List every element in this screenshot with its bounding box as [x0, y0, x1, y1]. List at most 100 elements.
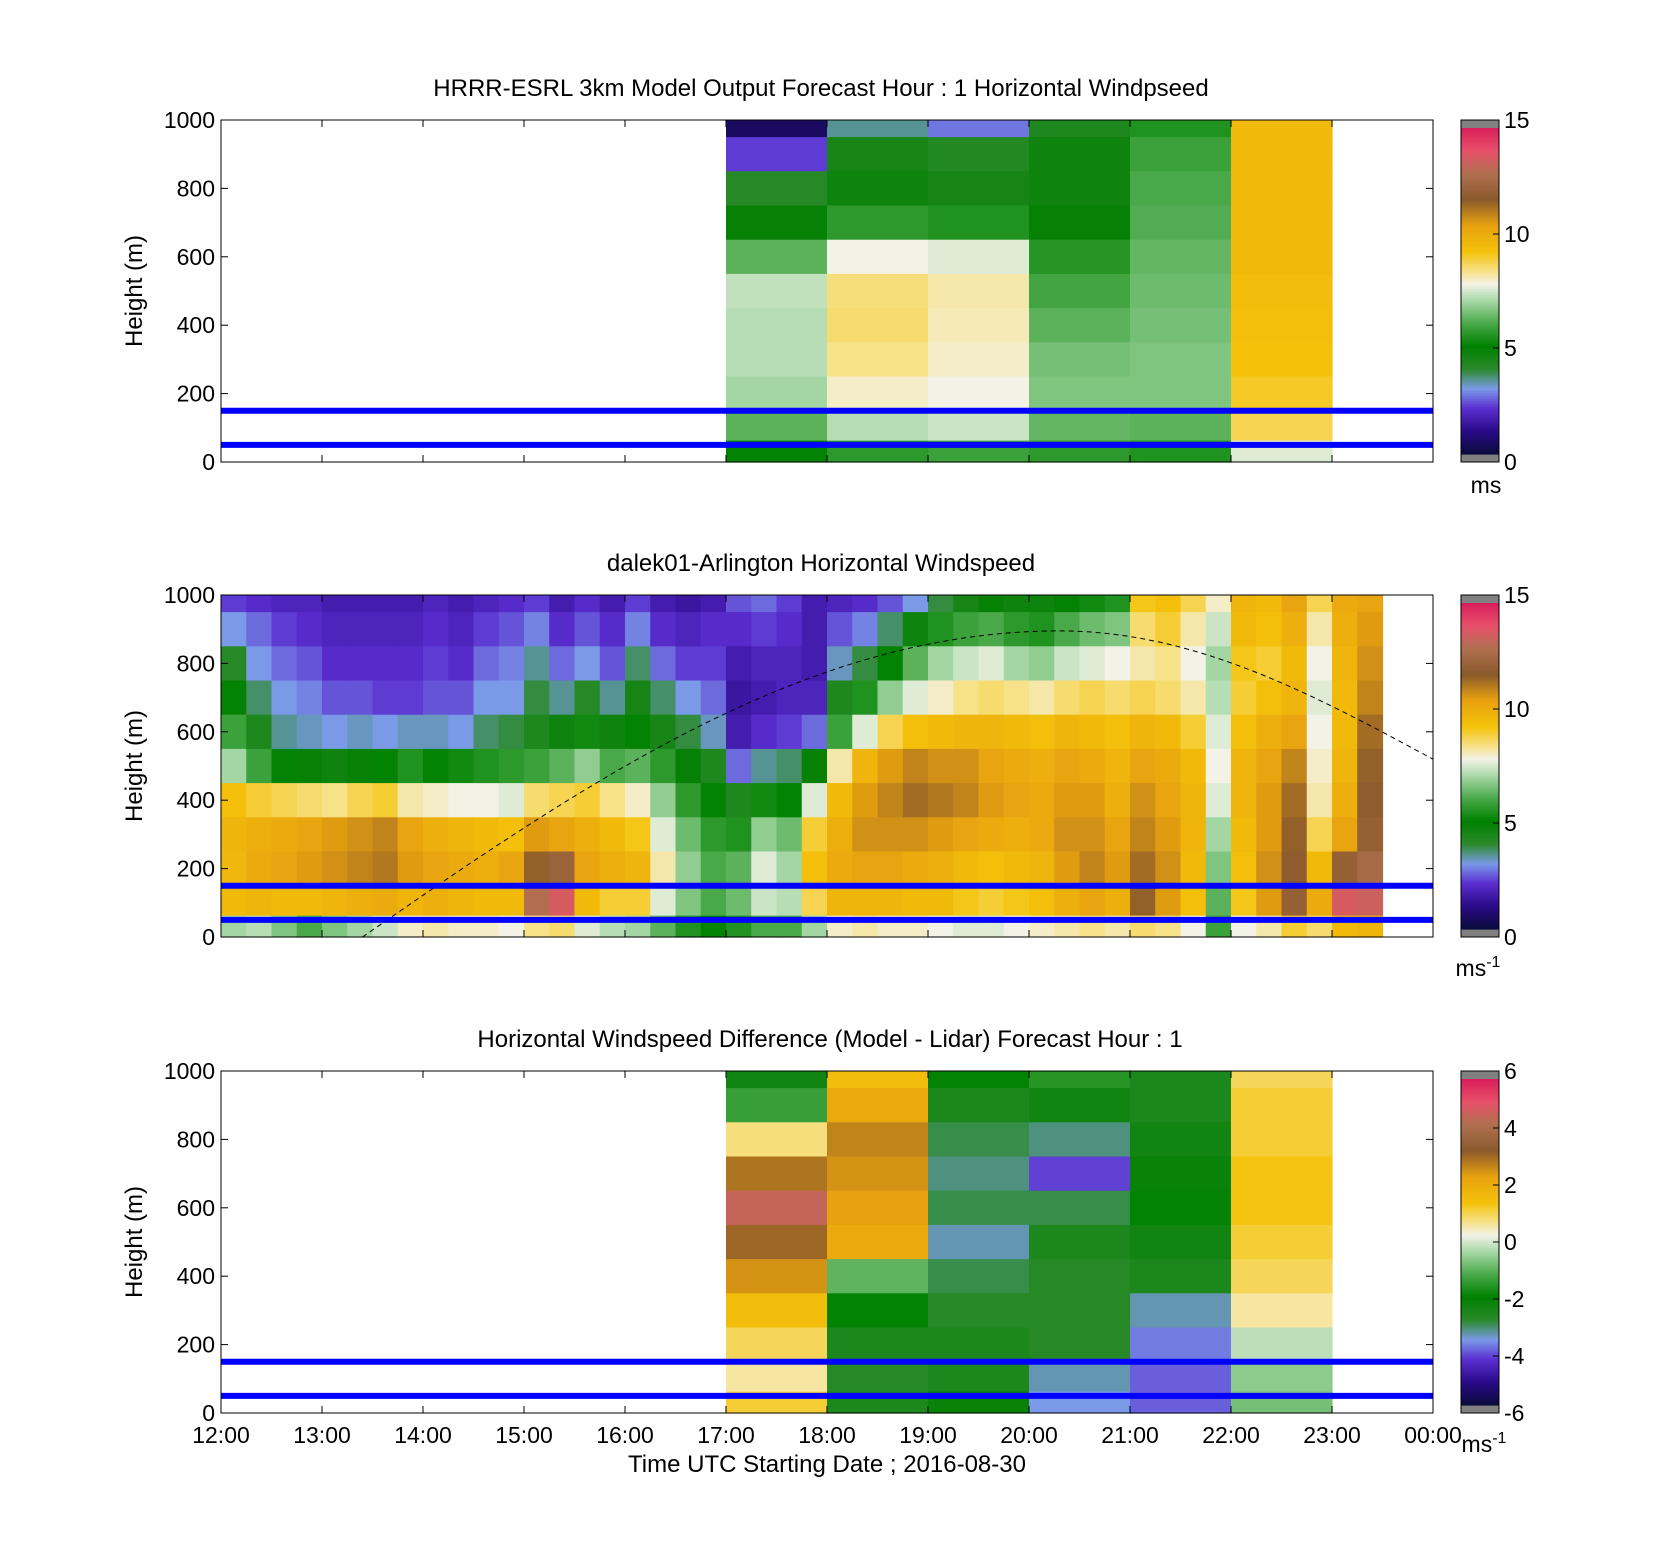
- heatmap-cell: [852, 783, 879, 818]
- colorbar-segment: [1461, 759, 1499, 763]
- colorbar-segment: [1461, 924, 1499, 928]
- colorbar-segment: [1461, 291, 1499, 294]
- colorbar-segment: [1461, 653, 1499, 657]
- heatmap-cell: [1054, 783, 1081, 818]
- heatmap-cell: [423, 748, 449, 784]
- heatmap-cell: [978, 680, 1005, 716]
- colorbar-segment: [1461, 1219, 1499, 1223]
- heatmap-cell: [852, 851, 879, 887]
- heatmap-cell: [928, 714, 954, 750]
- heatmap-cell: [1079, 714, 1106, 750]
- heatmap-cell: [246, 646, 273, 682]
- heatmap-cell: [448, 783, 475, 818]
- heatmap-cell: [347, 595, 374, 613]
- heatmap-cell: [675, 817, 702, 853]
- heatmap-cell: [726, 137, 828, 172]
- colorbar-segment: [1461, 798, 1499, 802]
- heatmap-cell: [397, 714, 424, 750]
- colorbar-segment: [1461, 753, 1499, 757]
- heatmap-cell: [928, 1190, 1030, 1226]
- colorbar-segment: [1461, 920, 1499, 924]
- heatmap-cell: [877, 612, 904, 647]
- heatmap-cell: [1306, 680, 1333, 716]
- heatmap-cell: [397, 885, 424, 917]
- colorbar-segment: [1461, 1162, 1499, 1166]
- heatmap-cell: [524, 885, 550, 917]
- heatmap-cell: [827, 239, 929, 275]
- colorbar-segment: [1461, 366, 1499, 370]
- colorbar-segment: [1461, 1356, 1499, 1359]
- heatmap-cell: [1180, 748, 1207, 784]
- colorbar-segment: [1461, 1148, 1499, 1151]
- heatmap-cell: [827, 646, 853, 682]
- y-tick-label: 600: [177, 1195, 215, 1221]
- colorbar-segment: [1461, 1170, 1499, 1174]
- panel-difference: Horizontal Windspeed Difference (Model -…: [121, 1026, 1525, 1478]
- colorbar-segment: [1461, 150, 1499, 154]
- heatmap-cell: [1079, 783, 1106, 818]
- heatmap-cell: [1130, 885, 1156, 917]
- heatmap-cell: [625, 885, 651, 917]
- heatmap-cell: [1130, 1259, 1232, 1294]
- heatmap-cell: [1104, 851, 1131, 887]
- colorbar-segment: [1461, 1364, 1499, 1367]
- colorbar-segment: [1461, 1266, 1499, 1270]
- colorbar-segment: [1461, 914, 1499, 918]
- heatmap-cell: [726, 612, 752, 647]
- heatmap-cell: [296, 612, 323, 647]
- colorbar-segment: [1461, 603, 1499, 606]
- colorbar-segment: [1461, 1250, 1499, 1253]
- heatmap-cell: [1357, 680, 1384, 716]
- heatmap-cell: [498, 783, 525, 818]
- colorbar-segment: [1461, 258, 1499, 262]
- colorbar-segment: [1461, 354, 1499, 357]
- heatmap-cell: [1130, 205, 1232, 241]
- heatmap-cell: [1231, 680, 1257, 716]
- heatmap-cell: [347, 646, 374, 682]
- colorbar-segment: [1461, 780, 1499, 783]
- heatmap-cell: [524, 646, 550, 682]
- colorbar-segment: [1461, 1154, 1499, 1158]
- colorbar-cap-bottom: [1461, 454, 1499, 462]
- colorbar-segment: [1461, 1178, 1499, 1182]
- colorbar-segment: [1461, 1272, 1499, 1276]
- colorbar-segment: [1461, 674, 1499, 677]
- colorbar-segment: [1461, 1209, 1499, 1213]
- colorbar-segment: [1461, 350, 1499, 353]
- heatmap-cell: [1130, 1071, 1232, 1089]
- colorbar-segment: [1461, 384, 1499, 388]
- colorbar-segment: [1461, 264, 1499, 268]
- heatmap-cell: [1332, 885, 1358, 917]
- heatmap-cell: [827, 1259, 929, 1294]
- heatmap-cell: [1281, 783, 1308, 818]
- colorbar-segment: [1461, 1327, 1499, 1331]
- heatmap-cell: [726, 595, 752, 613]
- colorbar-segment: [1461, 329, 1499, 333]
- panel-lidar-y-label: Height (m): [121, 710, 148, 822]
- heatmap-cell: [1155, 714, 1182, 750]
- colorbar-segment: [1461, 776, 1499, 779]
- colorbar-segment: [1461, 739, 1499, 743]
- heatmap-cell: [1332, 680, 1358, 716]
- colorbar-segment: [1461, 1129, 1499, 1133]
- heatmap-cell: [1003, 714, 1030, 750]
- heatmap-cell: [1180, 680, 1207, 716]
- heatmap-cell: [1231, 595, 1257, 613]
- heatmap-cell: [1231, 612, 1257, 647]
- heatmap-cell: [1054, 595, 1081, 613]
- colorbar-segment: [1461, 1303, 1499, 1306]
- y-tick-label: 200: [177, 1332, 215, 1358]
- colorbar-segment: [1461, 1368, 1499, 1371]
- heatmap-cell: [322, 817, 348, 853]
- heatmap-cell: [978, 612, 1005, 647]
- heatmap-cell: [1231, 783, 1257, 818]
- heatmap-cell: [827, 137, 929, 172]
- panel-difference-reference-lines: [221, 1358, 1433, 1399]
- colorbar-segment: [1461, 1091, 1499, 1094]
- heatmap-cell: [473, 885, 500, 917]
- heatmap-cell: [1130, 1224, 1232, 1260]
- colorbar-segment: [1461, 1193, 1499, 1196]
- colorbar-segment: [1461, 1152, 1499, 1155]
- heatmap-cell: [978, 646, 1005, 682]
- colorbar-segment: [1461, 1288, 1499, 1292]
